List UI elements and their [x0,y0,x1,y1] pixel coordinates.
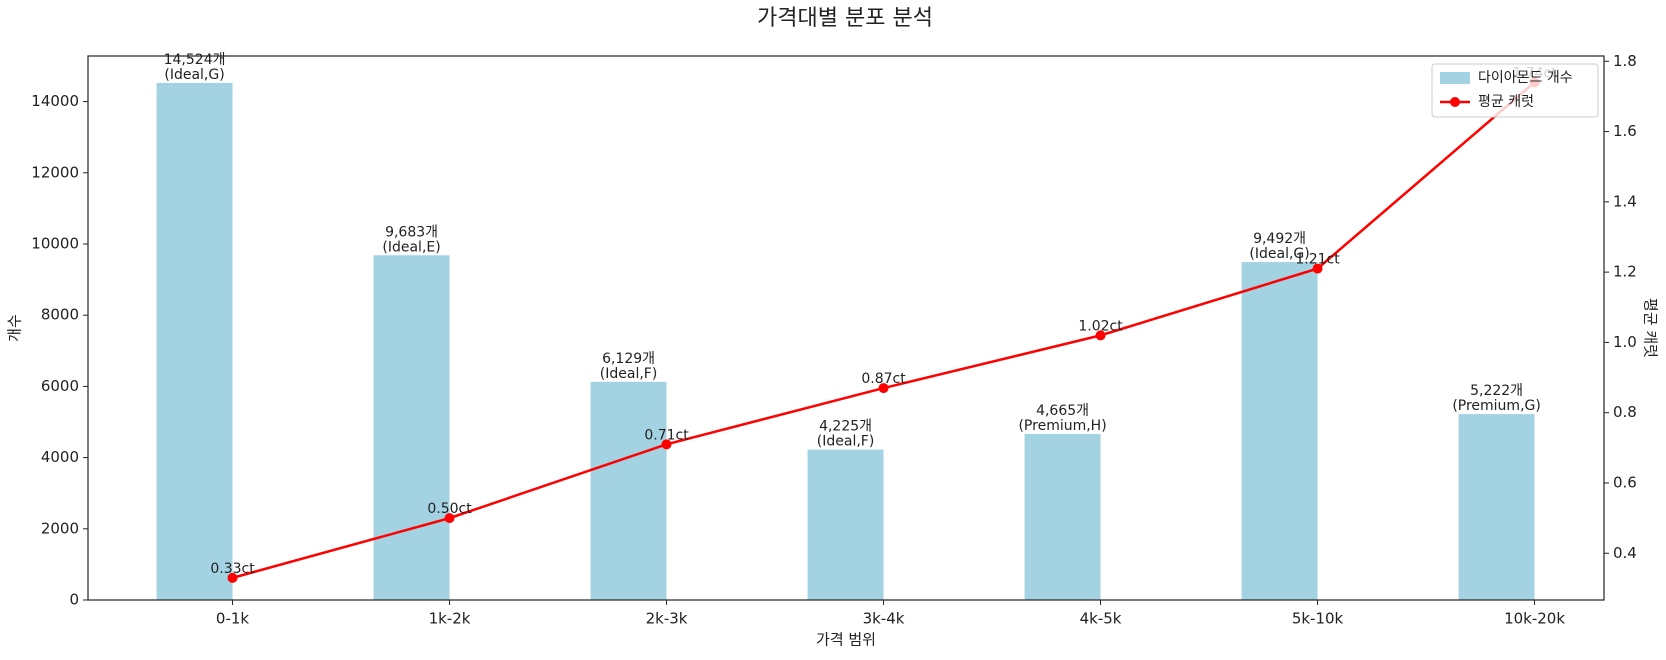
y-tick-label: 10000 [31,234,79,252]
x-tick-label: 3k-4k [863,610,905,628]
bar [590,381,667,600]
data-annotation: (Ideal,G) [1249,246,1309,262]
bar [156,82,233,601]
data-label: 1.21ct [1295,252,1340,268]
data-label: 0.71ct [644,427,689,443]
data-annotation: (Ideal,E) [382,239,440,255]
point [1312,263,1323,274]
data-annotation: (Ideal,G) [164,67,224,83]
data-label: 9,492개 [1253,231,1306,247]
x-tick-label: 0-1k [216,610,249,628]
x-tick-label: 5k-10k [1292,610,1344,628]
y2-axis-label: 평균 캐럿 [1642,298,1660,358]
bar [373,255,450,600]
y2-tick-label: 1.0 [1613,333,1637,351]
y2-tick-label: 1.4 [1613,192,1637,210]
legend-label: 다이아몬드 개수 [1478,70,1573,86]
legend-marker [1450,97,1460,107]
x-axis-label: 가격 범위 [816,631,876,649]
point [1095,330,1106,341]
bar [1024,433,1101,600]
data-annotation: (Premium,G) [1452,398,1541,414]
legend-swatch [1440,72,1470,84]
data-label: 0.33ct [210,561,255,577]
y-tick-label: 6000 [41,377,79,395]
point [661,439,672,450]
y2-tick-label: 1.8 [1613,52,1637,70]
x-tick-label: 2k-3k [646,610,688,628]
data-annotation: (Ideal,F) [817,434,875,450]
y-tick-label: 12000 [31,163,79,181]
bar [1241,262,1318,600]
data-label: 5,222개 [1470,383,1523,399]
y-tick-label: 0 [69,591,79,609]
bar [807,449,884,600]
point [444,513,455,524]
x-tick-label: 4k-5k [1080,610,1122,628]
data-label: 4,225개 [819,419,872,435]
chart-title: 가격대별 분포 분석 [757,6,933,31]
y2-tick-label: 0.6 [1613,473,1637,491]
data-label: 9,683개 [385,224,438,240]
data-label: 0.87ct [861,371,906,387]
plot-frame [87,55,1605,601]
y-tick-label: 2000 [41,519,79,537]
y-tick-label: 8000 [41,306,79,324]
y-tick-label: 4000 [41,448,79,466]
point [227,572,238,583]
x-tick-label: 10k-20k [1504,610,1565,628]
y2-tick-label: 0.4 [1613,544,1637,562]
data-label: 14,524개 [164,52,226,68]
y2-tick-label: 1.2 [1613,263,1637,281]
data-annotation: (Ideal,F) [600,366,658,382]
data-label: 0.50ct [427,501,472,517]
y2-tick-label: 0.8 [1613,403,1637,421]
legend-box [1431,63,1599,118]
y-tick-label: 14000 [31,92,79,110]
bar [1458,414,1535,600]
legend-label: 평균 캐럿 [1478,94,1534,110]
data-label: 4,665개 [1036,403,1089,419]
point [878,383,889,394]
y-axis-label: 개수 [6,314,24,342]
data-label: 1.02ct [1078,318,1123,334]
data-label: 6,129개 [602,351,655,367]
data-annotation: (Premium,H) [1018,418,1106,434]
x-tick-label: 1k-2k [429,610,471,628]
y2-tick-label: 1.6 [1613,122,1637,140]
